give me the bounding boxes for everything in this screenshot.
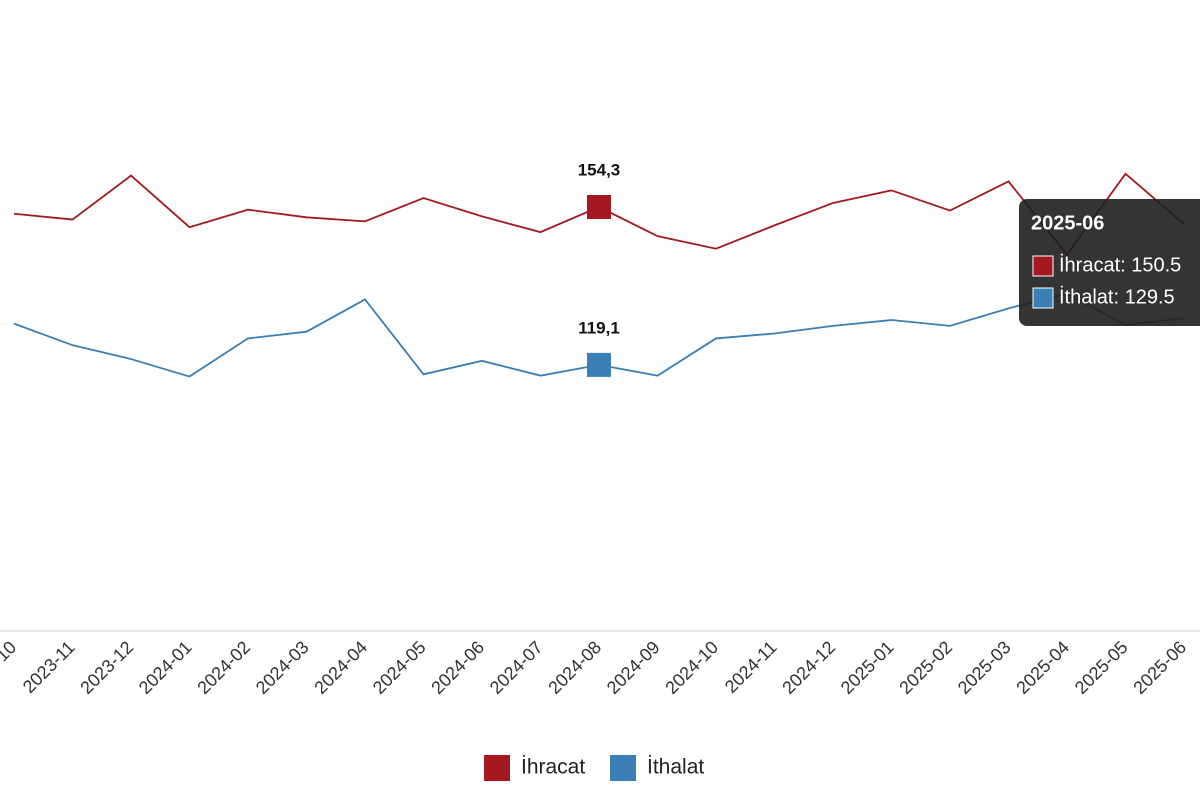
tooltip-swatch xyxy=(1032,287,1054,309)
legend-label: İhracat xyxy=(521,756,585,779)
x-tick-label: 2024-05 xyxy=(369,637,430,698)
x-tick-label: 2025-03 xyxy=(954,637,1015,698)
point-marker xyxy=(587,352,611,377)
data-label: 119,1 xyxy=(578,318,620,337)
legend-label: İthalat xyxy=(647,756,704,779)
tooltip: 2025-06 İhracat: 150.5 İthalat: 129.5 xyxy=(1019,199,1200,326)
x-tick-label: 2025-05 xyxy=(1071,637,1132,698)
x-tick-label: 2024-11 xyxy=(721,637,781,697)
x-tick-label: 2025-01 xyxy=(837,637,898,698)
data-label: 154,3 xyxy=(578,160,621,179)
x-tick-label: 2024-02 xyxy=(193,637,254,698)
legend-swatch[interactable] xyxy=(610,755,636,781)
x-tick-label: 2024-10 xyxy=(661,637,722,698)
x-tick-label: 2024-04 xyxy=(310,637,371,698)
x-tick-label: 2024-07 xyxy=(486,637,547,698)
x-tick-label: 2024-08 xyxy=(544,637,605,698)
tooltip-line: İhracat: 150.5 xyxy=(1059,253,1181,276)
x-tick-label: 2023-11 xyxy=(19,637,79,697)
x-tick-label: 2024-01 xyxy=(135,637,196,698)
tooltip-line: İthalat: 129.5 xyxy=(1059,285,1175,308)
x-tick-label: 2024-06 xyxy=(427,637,488,698)
x-tick-label: 2024-03 xyxy=(252,637,313,698)
x-tick-label: 2024-12 xyxy=(778,637,839,698)
x-tick-label: 2025-06 xyxy=(1129,637,1190,698)
x-tick-label: 2025-04 xyxy=(1012,637,1073,698)
point-marker xyxy=(587,194,611,219)
x-tick-label: 2023-12 xyxy=(76,637,137,698)
tooltip-box xyxy=(1019,199,1200,326)
x-tick-label: 2023-10 xyxy=(0,637,20,698)
x-tick-label: 2024-09 xyxy=(603,637,664,698)
tooltip-title: 2025-06 xyxy=(1031,212,1104,234)
x-tick-label: 2025-02 xyxy=(895,637,956,698)
tooltip-swatch xyxy=(1032,255,1054,277)
legend-swatch[interactable] xyxy=(484,755,510,781)
